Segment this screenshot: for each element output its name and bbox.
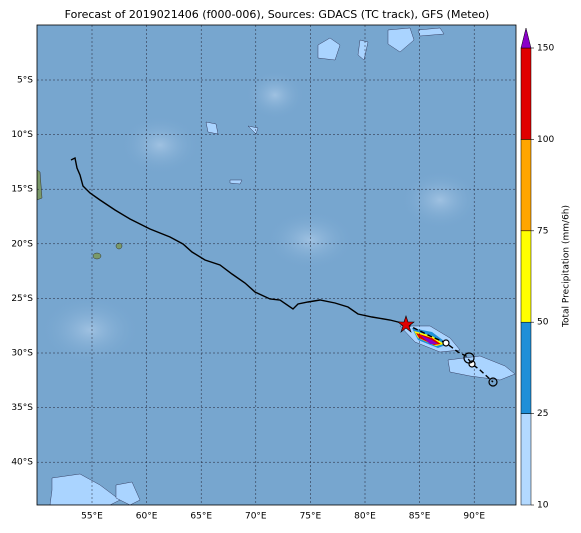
colorbar-tick-label: 10 [537, 501, 549, 511]
colorbar-tick-label: 75 [537, 226, 548, 236]
colorbar-segment [520, 230, 532, 323]
precip [420, 335, 438, 344]
map [37, 25, 516, 505]
island [92, 252, 102, 260]
cloud [120, 115, 200, 175]
x-tick-label: 60°E [136, 512, 158, 522]
cloud [40, 295, 140, 365]
cloud [265, 210, 355, 270]
x-tick-label: 80°E [354, 512, 376, 522]
colorbar [520, 27, 534, 506]
x-tick-label: 70°E [245, 512, 267, 522]
y-tick-label: 10°S [11, 130, 33, 140]
y-tick-label: 5°S [17, 76, 33, 86]
grid [37, 25, 516, 505]
storm-position [397, 315, 415, 333]
x-tick-label: 55°E [81, 512, 103, 522]
map-frame [36, 24, 517, 506]
x-tick-label: 65°E [190, 512, 212, 522]
land [37, 169, 43, 201]
colorbar-label: Total Precipitation (mm/6h) [562, 205, 572, 328]
x-tick-label: 85°E [409, 512, 431, 522]
colorbar-tick-label: 150 [537, 44, 554, 54]
x-tick-label: 75°E [300, 512, 322, 522]
y-tick-label: 15°S [11, 185, 33, 195]
colorbar-tick-label: 25 [537, 409, 548, 419]
y-tick-label: 20°S [11, 239, 33, 249]
y-tick-label: 30°S [11, 349, 33, 359]
x-tick-label: 90°E [463, 512, 485, 522]
colorbar-segment [520, 321, 532, 414]
track [70, 156, 407, 325]
precip [49, 27, 516, 505]
colorbar-segment [520, 413, 532, 506]
title: Forecast of 2019021406 (f000-006), Sourc… [65, 8, 490, 21]
cloud [400, 170, 480, 230]
colorbar-tick-label: 50 [537, 318, 549, 328]
colorbar-tick-label: 100 [537, 135, 554, 145]
island [115, 242, 123, 250]
colorbar-extend [520, 27, 532, 49]
colorbar-segment [520, 47, 532, 140]
track-points [442, 339, 498, 387]
y-tick-label: 25°S [11, 294, 33, 304]
colorbar-segment [520, 139, 532, 232]
y-tick-label: 40°S [11, 458, 33, 468]
y-tick-label: 35°S [11, 403, 33, 413]
cloud [245, 70, 305, 120]
